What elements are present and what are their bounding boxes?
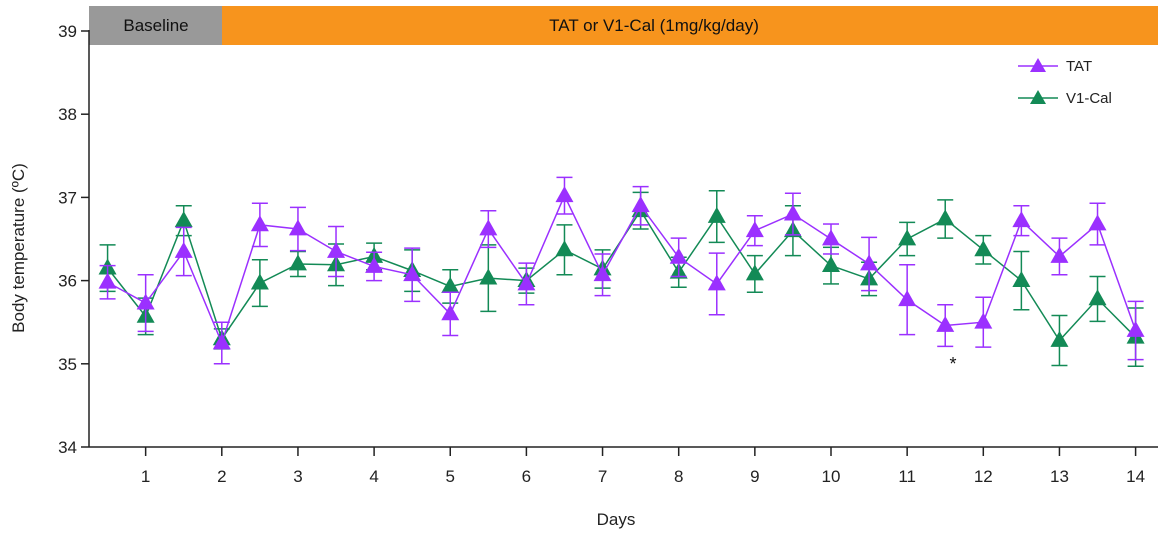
data-point-tat — [174, 241, 193, 258]
y-axis-ticks: 34 35 36 37 38 39 — [58, 22, 89, 457]
data-point-tat — [288, 219, 307, 236]
data-point-tat — [1126, 320, 1145, 337]
data-point-v1cal — [174, 211, 193, 228]
data-point-tat — [136, 293, 155, 310]
treatment-phase-band — [222, 6, 1158, 45]
x-tick-label: 9 — [750, 467, 759, 486]
data-point-tat — [212, 333, 231, 350]
y-tick-label: 37 — [58, 188, 77, 207]
legend-v1cal-marker-icon — [1030, 90, 1046, 104]
data-point-tat — [403, 265, 422, 282]
significance-asterisk: * — [949, 354, 956, 374]
data-point-tat — [365, 256, 384, 273]
data-point-tat — [250, 215, 269, 232]
data-point-tat — [1050, 246, 1069, 263]
data-point-tat — [517, 274, 536, 291]
data-point-v1cal — [441, 276, 460, 293]
data-point-v1cal — [555, 240, 574, 257]
data-point-tat — [555, 186, 574, 203]
y-tick-label: 34 — [58, 438, 77, 457]
x-axis-ticks: 1 2 3 4 5 6 7 8 9 10 11 12 13 14 — [141, 447, 1145, 486]
data-point-tat — [479, 219, 498, 236]
baseline-phase-band — [89, 6, 222, 45]
x-tick-label: 3 — [293, 467, 302, 486]
data-point-tat — [783, 204, 802, 221]
y-tick-label: 35 — [58, 355, 77, 374]
data-point-v1cal — [1050, 330, 1069, 347]
legend-v1cal-label: V1-Cal — [1066, 90, 1112, 107]
data-point-tat — [745, 221, 764, 238]
data-point-v1cal — [898, 229, 917, 246]
baseline-phase-label: Baseline — [123, 16, 188, 35]
data-point-tat — [860, 254, 879, 271]
data-point-v1cal — [479, 268, 498, 285]
data-point-v1cal — [1012, 271, 1031, 287]
x-tick-label: 13 — [1050, 467, 1069, 486]
y-axis-title: Body temperature (ºC) — [9, 163, 28, 333]
data-point-tat — [898, 290, 917, 307]
x-tick-label: 14 — [1126, 467, 1145, 486]
series-layer — [98, 176, 1145, 368]
x-tick-label: 10 — [822, 467, 841, 486]
data-point-tat — [593, 265, 612, 282]
data-point-tat — [707, 274, 726, 291]
series-tat — [98, 176, 1145, 365]
data-point-v1cal — [745, 264, 764, 281]
data-point-tat — [631, 196, 650, 213]
series-line-tat — [107, 193, 1137, 346]
legend-tat-marker-icon — [1030, 58, 1046, 72]
legend-tat-label: TAT — [1066, 58, 1092, 75]
x-tick-label: 8 — [674, 467, 683, 486]
data-point-tat — [822, 229, 840, 246]
x-axis-title: Days — [597, 510, 636, 529]
data-point-tat — [327, 241, 346, 258]
data-point-v1cal — [1088, 289, 1107, 306]
x-tick-label: 11 — [898, 467, 916, 486]
data-point-tat — [441, 304, 460, 321]
data-point-tat — [669, 247, 688, 264]
x-tick-label: 2 — [217, 467, 226, 486]
data-point-v1cal — [936, 209, 955, 226]
data-point-v1cal — [288, 254, 307, 271]
data-point-tat — [1088, 214, 1107, 231]
legend: TAT V1-Cal — [1018, 58, 1112, 107]
data-point-v1cal — [250, 273, 269, 290]
data-point-tat — [936, 315, 955, 332]
y-tick-label: 39 — [58, 22, 77, 41]
data-point-tat — [98, 272, 117, 289]
x-tick-label: 6 — [522, 467, 531, 486]
series-v1cal — [98, 189, 1145, 368]
y-tick-label: 36 — [58, 272, 77, 291]
treatment-phase-label: TAT or V1-Cal (1mg/kg/day) — [549, 16, 759, 35]
x-tick-label: 1 — [141, 467, 150, 486]
data-point-v1cal — [822, 256, 840, 273]
data-point-v1cal — [974, 240, 993, 257]
data-point-v1cal — [707, 206, 726, 223]
x-tick-label: 7 — [598, 467, 607, 486]
data-point-tat — [1012, 211, 1031, 228]
data-point-tat — [974, 312, 993, 329]
x-tick-label: 12 — [974, 467, 993, 486]
y-tick-label: 38 — [58, 105, 77, 124]
x-tick-label: 4 — [369, 467, 378, 486]
x-tick-label: 5 — [446, 467, 455, 486]
